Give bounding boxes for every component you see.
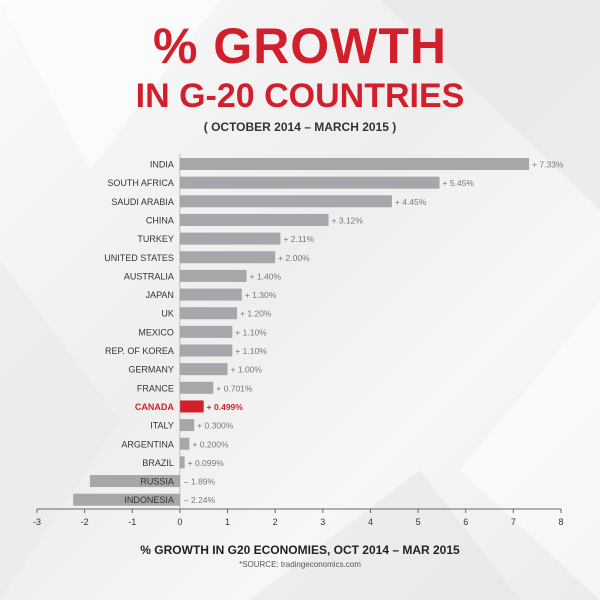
bar-argentina: [179, 437, 190, 450]
chart-caption: % GROWTH IN G20 ECONOMIES, OCT 2014 – MA…: [140, 543, 460, 557]
category-label: TURKEY: [137, 234, 174, 244]
value-label: + 1.40%: [250, 271, 282, 281]
value-label: – 2.24%: [184, 495, 216, 505]
bar-russia: [89, 475, 180, 488]
bar-france: [179, 381, 214, 394]
value-label: + 4.45%: [395, 197, 427, 207]
category-label: UK: [161, 309, 174, 319]
value-label: + 7.33%: [532, 160, 564, 170]
value-label: + 0.499%: [207, 402, 244, 412]
bar-saudi-arabia: [179, 195, 392, 208]
bar-united-states: [179, 251, 276, 264]
bar-australia: [179, 269, 247, 282]
category-label: BRAZIL: [142, 458, 174, 468]
category-label: AUSTRALIA: [124, 271, 174, 281]
value-label: + 1.20%: [240, 309, 272, 319]
value-label: + 0.099%: [188, 458, 225, 468]
bar-turkey: [179, 232, 281, 245]
bar-rep-of-korea: [179, 344, 233, 357]
category-label: REP. OF KOREA: [105, 346, 174, 356]
x-tick-label: 6: [463, 517, 468, 527]
x-tick-label: -3: [33, 517, 41, 527]
x-tick-label: -2: [81, 517, 89, 527]
value-label: + 1.10%: [235, 346, 267, 356]
value-label: + 1.10%: [235, 327, 267, 337]
category-label: RUSSIA: [140, 477, 174, 487]
bar-canada: [179, 400, 204, 413]
source-note: *SOURCE: tradingeconomics.com: [239, 560, 361, 569]
value-label: + 0.701%: [216, 383, 253, 393]
bar-indonesia: [73, 493, 180, 506]
value-label: + 5.45%: [443, 178, 475, 188]
category-label: INDIA: [150, 160, 174, 170]
x-tick-label: -1: [128, 517, 136, 527]
bar-brazil: [179, 456, 185, 469]
bar-japan: [179, 288, 242, 301]
value-label: + 1.00%: [231, 365, 263, 375]
category-label: ARGENTINA: [121, 439, 174, 449]
category-label: FRANCE: [137, 383, 174, 393]
main-subtitle: IN G-20 COUNTRIES: [135, 77, 465, 115]
category-label: MEXICO: [138, 327, 174, 337]
bar-germany: [179, 363, 228, 376]
bar-italy: [179, 419, 195, 432]
value-label: + 0.300%: [197, 421, 234, 431]
category-label: CHINA: [146, 215, 174, 225]
value-label: + 0.200%: [192, 439, 229, 449]
date-range: ( OCTOBER 2014 – MARCH 2015 ): [203, 120, 397, 134]
x-tick-label: 7: [511, 517, 516, 527]
value-label: + 3.12%: [332, 215, 364, 225]
bar-uk: [179, 307, 238, 320]
category-label: INDONESIA: [124, 495, 174, 505]
x-tick-label: 2: [273, 517, 278, 527]
x-tick-label: 0: [177, 517, 182, 527]
bar-south-africa: [179, 176, 440, 189]
category-label: JAPAN: [146, 290, 174, 300]
category-label: UNITED STATES: [104, 253, 174, 263]
value-label: + 2.00%: [278, 253, 310, 263]
bar-china: [179, 213, 329, 226]
x-tick-label: 8: [558, 517, 563, 527]
value-label: – 1.89%: [184, 477, 216, 487]
x-tick-label: 3: [320, 517, 325, 527]
category-label: CANADA: [135, 402, 174, 412]
category-label: GERMANY: [128, 365, 174, 375]
category-label: SAUDI ARABIA: [111, 197, 174, 207]
main-title: % GROWTH: [152, 18, 448, 74]
category-label: ITALY: [150, 421, 174, 431]
x-tick-label: 4: [368, 517, 373, 527]
bar-india: [179, 158, 530, 170]
x-tick-label: 5: [416, 517, 421, 527]
bar-mexico: [179, 325, 233, 338]
value-label: + 2.11%: [283, 234, 314, 244]
value-label: + 1.30%: [245, 290, 277, 300]
category-label: SOUTH AFRICA: [107, 178, 174, 188]
x-tick-label: 1: [225, 517, 230, 527]
